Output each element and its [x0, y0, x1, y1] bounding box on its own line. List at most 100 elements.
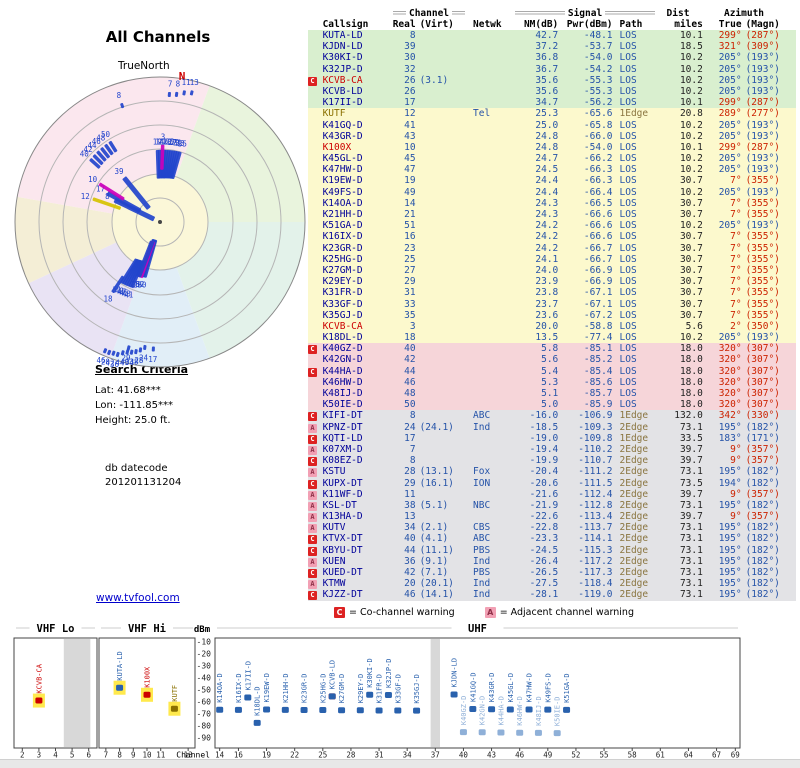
spectrum-bar[interactable] [328, 693, 336, 700]
spectrum-bar[interactable] [253, 719, 261, 726]
spectrum-bar[interactable] [116, 684, 124, 691]
callsign-link[interactable]: K51GA-D [322, 220, 363, 232]
spectrum-bar[interactable] [35, 697, 43, 704]
callsign-link[interactable]: KCVB-CA [322, 74, 363, 86]
callsign-link[interactable]: K21HH-D [322, 209, 363, 220]
callsign-link[interactable]: KBYU-DT [322, 544, 363, 556]
station-marker[interactable] [100, 147, 111, 159]
callsign-link[interactable]: KUTV [322, 522, 346, 534]
station-marker[interactable] [98, 182, 125, 201]
spectrum-bar[interactable] [234, 706, 242, 713]
station-marker[interactable] [108, 140, 118, 153]
station-marker[interactable] [160, 144, 165, 170]
callsign-link[interactable]: K48IJ-D [322, 388, 363, 399]
spectrum-bar[interactable] [506, 706, 514, 713]
horizontal-scrollbar[interactable] [0, 759, 800, 768]
callsign-link[interactable]: KUEN [322, 555, 346, 567]
callsign-link[interactable]: K13HA-D [322, 511, 363, 523]
spectrum-bar[interactable] [413, 707, 421, 714]
station-marker[interactable] [92, 154, 104, 166]
station-marker[interactable] [120, 350, 125, 356]
callsign-link[interactable]: KQTI-LD [322, 432, 363, 444]
spectrum-bar[interactable] [553, 730, 561, 737]
callsign-link[interactable]: K100X [322, 141, 352, 153]
callsign-link[interactable]: K33GF-D [322, 298, 363, 310]
spectrum-bar[interactable] [534, 729, 542, 736]
spectrum-bar[interactable] [375, 707, 383, 714]
station-marker[interactable] [189, 90, 194, 96]
station-marker[interactable] [167, 91, 171, 98]
callsign-link[interactable]: K43GR-D [322, 130, 363, 142]
station-marker[interactable] [125, 349, 130, 355]
callsign-link[interactable]: K14OA-D [322, 197, 363, 209]
station-marker[interactable] [134, 349, 138, 355]
station-marker[interactable] [182, 90, 186, 96]
spectrum-bar[interactable] [450, 691, 458, 698]
callsign-link[interactable]: K41GQ-D [322, 119, 363, 131]
station-marker[interactable] [120, 103, 125, 109]
spectrum-bar[interactable] [394, 707, 402, 714]
station-marker[interactable] [120, 258, 138, 284]
callsign-link[interactable]: KUED-DT [322, 567, 363, 578]
spectrum-bar[interactable] [356, 707, 364, 714]
callsign-link[interactable]: K35GJ-D [322, 309, 363, 321]
spectrum-bar[interactable] [544, 706, 552, 713]
callsign-link[interactable]: K49FS-D [322, 186, 363, 198]
callsign-link[interactable]: K08EZ-D [322, 455, 363, 467]
station-marker[interactable] [103, 348, 108, 354]
callsign-link[interactable]: KSTU [322, 466, 346, 478]
station-marker[interactable] [89, 158, 101, 169]
callsign-link[interactable]: K19EW-D [322, 175, 363, 187]
station-marker[interactable] [107, 349, 112, 356]
station-marker[interactable] [170, 151, 182, 179]
callsign-link[interactable]: KPNZ-DT [322, 421, 363, 433]
station-marker[interactable] [111, 275, 125, 294]
station-marker[interactable] [92, 197, 121, 210]
station-marker[interactable] [106, 191, 142, 214]
callsign-link[interactable]: K23GR-D [322, 242, 363, 254]
station-marker[interactable] [174, 91, 179, 97]
station-marker[interactable] [129, 349, 134, 355]
callsign-link[interactable]: K46HW-D [322, 376, 363, 388]
callsign-link[interactable]: K31FR-D [322, 287, 363, 299]
spectrum-bar[interactable] [459, 729, 467, 736]
callsign-link[interactable]: KTVX-DT [322, 533, 363, 545]
spectrum-bar[interactable] [478, 729, 486, 736]
station-marker[interactable] [138, 347, 143, 353]
callsign-link[interactable]: K40GZ-D [322, 343, 363, 355]
station-marker[interactable] [122, 176, 151, 210]
callsign-link[interactable]: KUTF [322, 108, 346, 120]
spectrum-bar[interactable] [525, 706, 533, 713]
spectrum-bar[interactable] [263, 706, 271, 713]
spectrum-bar[interactable] [170, 705, 178, 712]
station-marker[interactable] [111, 350, 116, 356]
callsign-link[interactable]: K44HA-D [322, 365, 363, 377]
spectrum-bar[interactable] [384, 692, 392, 699]
station-marker[interactable] [126, 345, 131, 351]
spectrum-bar[interactable] [216, 706, 224, 713]
station-marker[interactable] [151, 346, 155, 352]
spectrum-bar[interactable] [469, 705, 477, 712]
callsign-link[interactable]: KSL-DT [322, 499, 357, 511]
station-marker[interactable] [115, 351, 120, 358]
callsign-link[interactable]: KUTA-LD [322, 30, 363, 41]
spectrum-bar[interactable] [338, 707, 346, 714]
callsign-link[interactable]: K47HW-D [322, 164, 363, 176]
callsign-link[interactable]: K27GM-D [322, 264, 363, 276]
station-marker[interactable] [96, 150, 107, 162]
spectrum-bar[interactable] [497, 729, 505, 736]
callsign-link[interactable]: K45GL-D [322, 153, 363, 165]
callsign-link[interactable]: K50IE-D [322, 399, 363, 411]
callsign-link[interactable]: KJDN-LD [322, 41, 363, 53]
callsign-link[interactable]: KCVB-CA [322, 320, 363, 332]
spectrum-bar[interactable] [488, 706, 496, 713]
callsign-link[interactable]: K17II-D [322, 97, 363, 109]
spectrum-bar[interactable] [300, 707, 308, 714]
callsign-link[interactable]: K07XM-D [322, 443, 363, 455]
callsign-link[interactable]: K18DL-D [322, 332, 363, 344]
callsign-link[interactable]: K30KI-D [322, 52, 363, 64]
callsign-link[interactable]: K25HG-D [322, 253, 363, 265]
callsign-link[interactable]: KCVB-LD [322, 85, 363, 97]
spectrum-bar[interactable] [143, 691, 151, 698]
spectrum-bar[interactable] [563, 706, 571, 713]
